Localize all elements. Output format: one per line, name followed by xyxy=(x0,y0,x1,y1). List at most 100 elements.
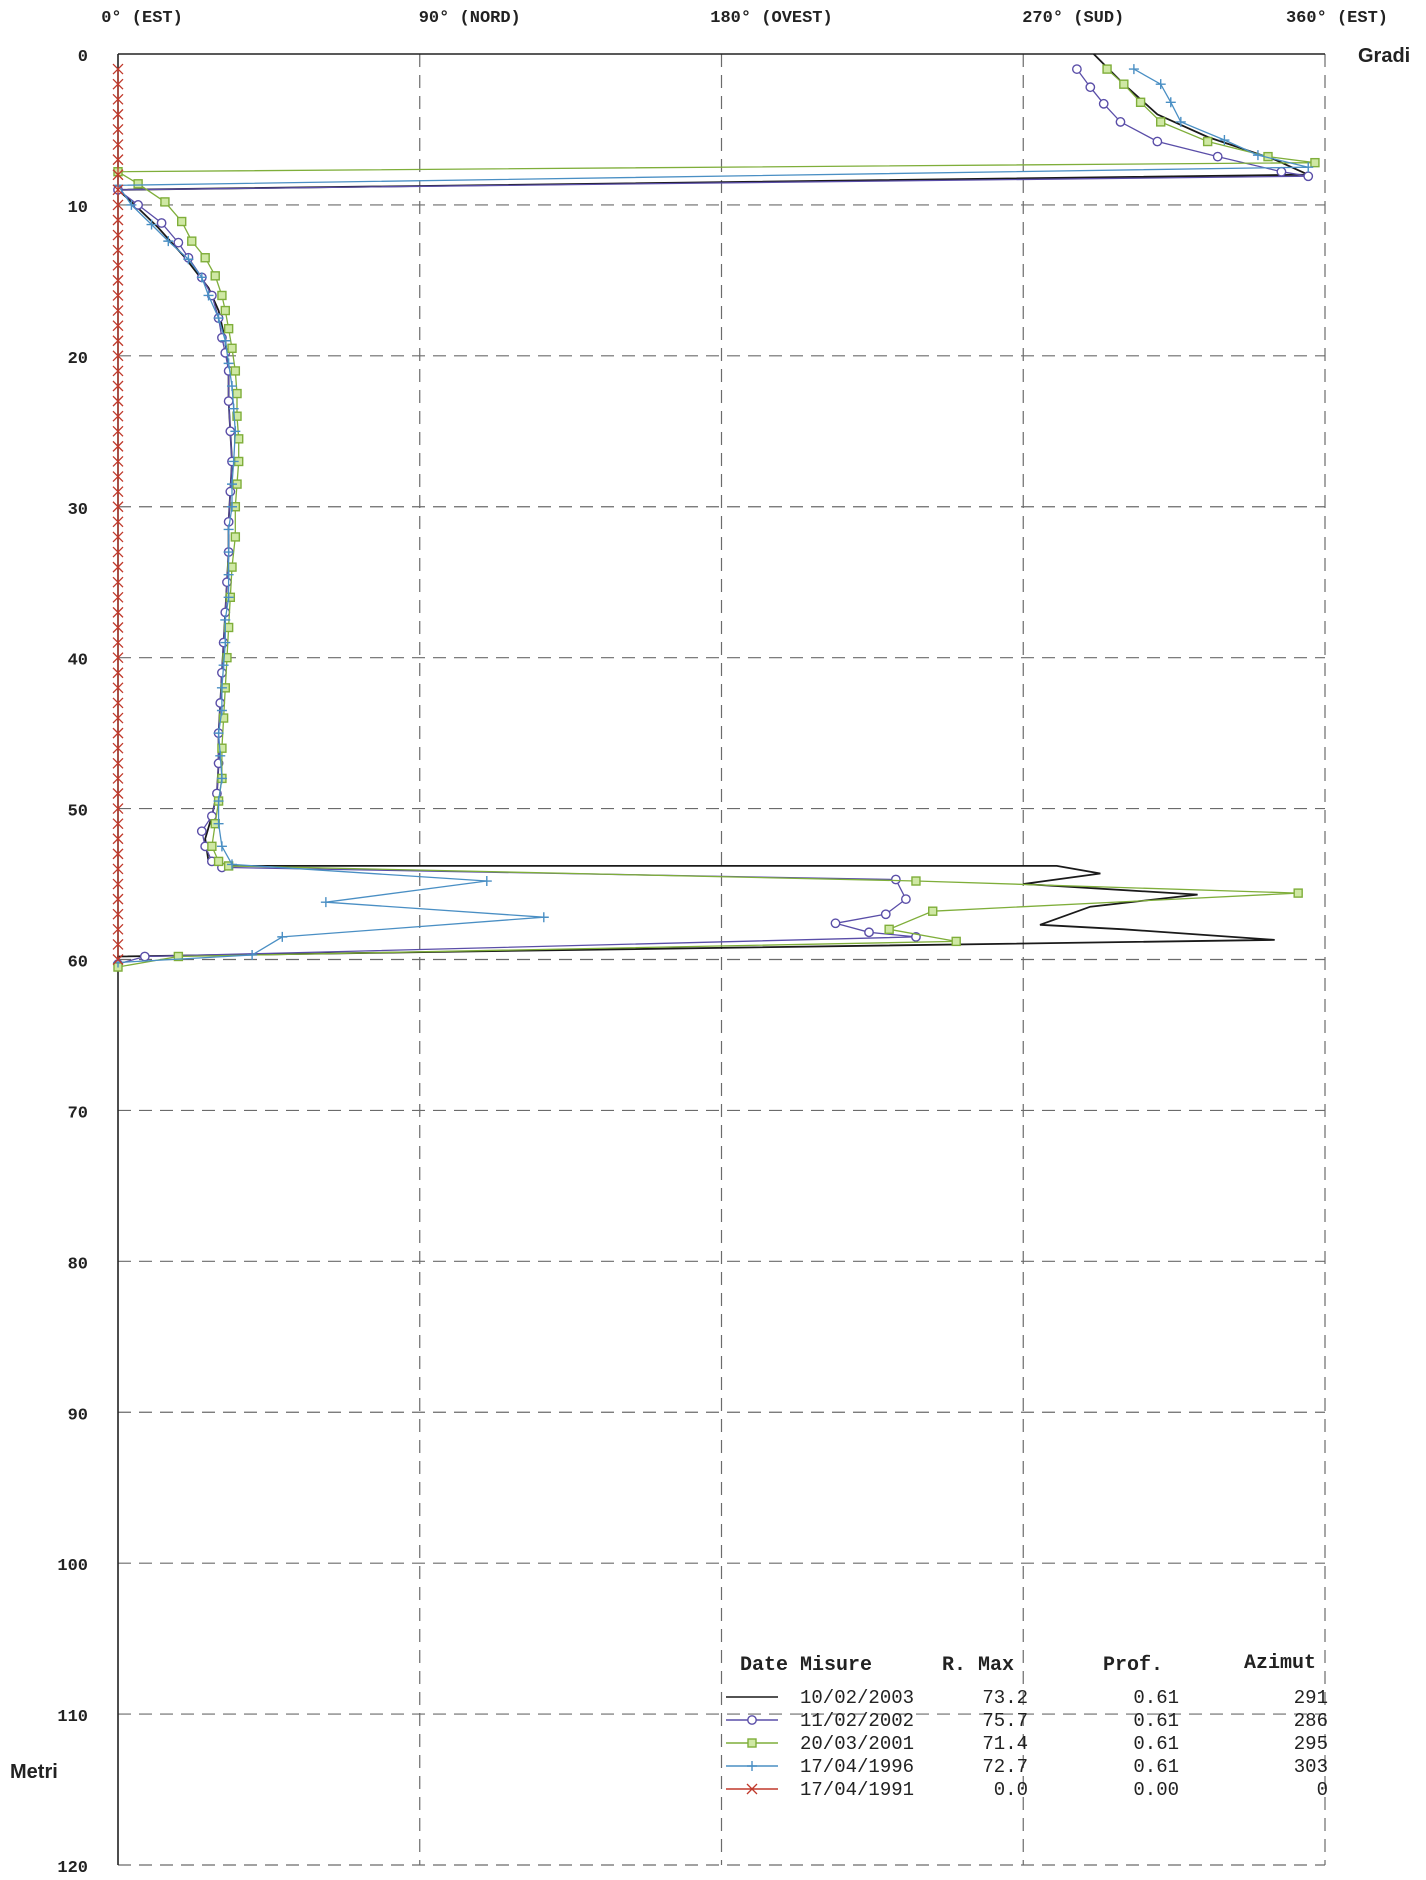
data-point-marker xyxy=(112,848,124,860)
y-tick-label: 50 xyxy=(68,803,88,822)
data-point-marker xyxy=(216,841,227,852)
data-point-marker xyxy=(112,727,124,739)
data-point-marker xyxy=(112,425,124,437)
legend-header-rmax: R. Max xyxy=(942,1654,1014,1677)
data-point-marker xyxy=(112,561,124,573)
y-tick-label: 80 xyxy=(68,1255,88,1274)
series-11-02-2002 xyxy=(113,64,1314,969)
legend-rmax: 0.0 xyxy=(994,1779,1028,1801)
data-point-marker xyxy=(187,236,197,246)
data-point-marker xyxy=(223,396,234,407)
data-point-marker xyxy=(133,179,143,189)
legend-prof: 0.61 xyxy=(1133,1756,1179,1778)
data-point-marker xyxy=(139,951,150,962)
data-point-marker xyxy=(1175,116,1186,127)
data-point-marker xyxy=(112,622,124,633)
data-point-marker xyxy=(112,456,124,467)
data-point-marker xyxy=(227,343,237,353)
data-point-marker xyxy=(223,358,234,369)
data-point-marker xyxy=(884,924,894,935)
data-point-marker xyxy=(112,803,124,815)
data-point-marker xyxy=(112,938,124,950)
data-point-marker xyxy=(217,290,227,301)
data-point-marker xyxy=(112,229,124,241)
data-point-marker xyxy=(112,486,124,498)
data-point-marker xyxy=(112,591,124,603)
data-point-marker xyxy=(215,698,226,708)
data-point-marker xyxy=(1219,135,1230,146)
data-point-marker xyxy=(747,1715,757,1725)
data-point-marker xyxy=(481,876,492,887)
data-point-marker xyxy=(112,93,124,105)
data-point-marker xyxy=(213,856,224,867)
data-point-marker xyxy=(213,313,224,324)
data-point-marker xyxy=(112,123,124,135)
data-point-marker xyxy=(1212,151,1223,162)
y-tick-label: 120 xyxy=(57,1859,88,1878)
data-point-marker xyxy=(1202,136,1213,147)
legend-row: 11/02/2002 75.7 0.61 286 xyxy=(726,1710,1328,1732)
data-point-marker xyxy=(223,524,234,535)
legend-header-date: Date Misure xyxy=(740,1654,872,1677)
data-series xyxy=(112,53,1320,972)
data-point-marker xyxy=(218,713,229,723)
data-point-marker xyxy=(173,951,184,962)
data-point-marker xyxy=(112,274,124,286)
data-point-marker xyxy=(747,1738,757,1748)
legend-date: 17/04/1996 xyxy=(800,1756,914,1778)
legend-date: 10/02/2003 xyxy=(800,1687,914,1709)
y-tick-label: 90 xyxy=(68,1406,88,1425)
data-point-marker xyxy=(112,772,124,784)
legend-azimut: 286 xyxy=(1294,1710,1328,1732)
data-point-marker xyxy=(210,271,220,281)
legend-azimut: 303 xyxy=(1294,1756,1328,1778)
data-point-marker xyxy=(112,576,124,588)
legend-rmax: 75.7 xyxy=(982,1710,1028,1732)
x-tick-label: 0° (EST) xyxy=(101,9,183,28)
data-point-marker xyxy=(220,637,231,648)
legend-prof: 0.61 xyxy=(1133,1733,1179,1755)
legend-date: 11/02/2002 xyxy=(800,1710,914,1732)
data-point-marker xyxy=(112,923,124,935)
data-point-marker xyxy=(911,876,921,886)
data-point-marker xyxy=(112,139,124,151)
data-point-marker xyxy=(112,184,124,196)
data-point-marker xyxy=(163,236,174,247)
data-point-marker xyxy=(112,531,124,543)
series-line xyxy=(116,68,1309,965)
data-point-marker xyxy=(226,479,237,490)
data-point-marker xyxy=(222,577,232,588)
x-tick-label: 270° (SUD) xyxy=(1022,9,1124,28)
data-point-marker xyxy=(247,949,258,960)
data-point-marker xyxy=(1128,64,1139,75)
data-point-marker xyxy=(747,1761,757,1771)
y-tick-label: 30 xyxy=(68,501,88,520)
data-point-marker xyxy=(226,501,237,512)
data-point-marker xyxy=(112,682,124,694)
x-tick-label: 90° (NORD) xyxy=(419,9,521,28)
data-point-marker xyxy=(112,350,124,362)
data-point-marker xyxy=(277,931,288,942)
data-point-marker xyxy=(112,908,124,920)
legend: Date Misure R. Max Prof. Azimut 10/02/20… xyxy=(726,1652,1328,1801)
data-point-marker xyxy=(232,388,242,399)
data-point-marker xyxy=(112,954,124,965)
y-axis-title: Metri xyxy=(10,1761,58,1783)
y-tick-label: 20 xyxy=(68,350,88,369)
legend-date: 20/03/2001 xyxy=(800,1733,914,1755)
data-point-marker xyxy=(746,1783,758,1795)
data-point-marker xyxy=(222,652,232,663)
data-point-marker xyxy=(112,818,124,830)
data-point-marker xyxy=(112,742,124,754)
data-point-marker xyxy=(218,660,229,671)
data-point-marker xyxy=(901,894,911,905)
data-point-marker xyxy=(1252,150,1263,161)
x-axis-title: Gradi xyxy=(1358,45,1410,67)
data-point-marker xyxy=(112,199,124,211)
legend-rmax: 73.2 xyxy=(982,1687,1028,1709)
data-point-marker xyxy=(112,214,124,226)
data-point-marker xyxy=(226,859,237,870)
data-point-marker xyxy=(126,199,137,210)
data-point-marker xyxy=(215,750,226,761)
